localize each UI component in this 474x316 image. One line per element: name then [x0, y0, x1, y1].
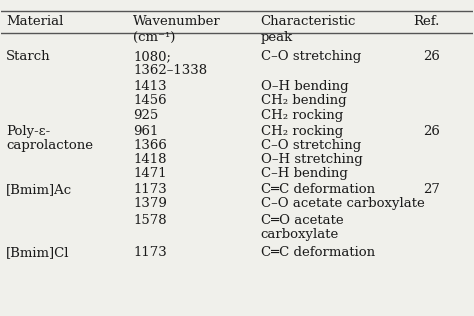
Text: O–H bending: O–H bending [261, 80, 348, 93]
Text: Poly-ε-: Poly-ε- [6, 125, 50, 138]
Text: 27: 27 [423, 183, 439, 196]
Text: C–O stretching: C–O stretching [261, 50, 361, 63]
Text: [Bmim]Cl: [Bmim]Cl [6, 246, 70, 259]
Text: Ref.: Ref. [413, 15, 439, 28]
Text: Starch: Starch [6, 50, 51, 63]
Text: 26: 26 [423, 125, 439, 138]
Text: 1471: 1471 [133, 167, 167, 180]
Text: 1418: 1418 [133, 153, 167, 166]
Text: O–H stretching: O–H stretching [261, 153, 362, 166]
Text: C–O acetate carboxylate: C–O acetate carboxylate [261, 198, 424, 210]
Text: C═C deformation: C═C deformation [261, 183, 374, 196]
Text: 925: 925 [133, 108, 159, 122]
Text: 1366: 1366 [133, 139, 167, 152]
Text: carboxylate: carboxylate [261, 228, 339, 241]
Text: 1080;: 1080; [133, 50, 171, 63]
Text: 1456: 1456 [133, 94, 167, 107]
Text: 1173: 1173 [133, 183, 167, 196]
Text: 1173: 1173 [133, 246, 167, 259]
Text: C═C deformation: C═C deformation [261, 246, 374, 259]
Text: 1362–1338: 1362–1338 [133, 64, 208, 77]
Text: 1578: 1578 [133, 214, 167, 228]
Text: 26: 26 [423, 50, 439, 63]
Text: 1413: 1413 [133, 80, 167, 93]
Text: C–O stretching: C–O stretching [261, 139, 361, 152]
Text: Characteristic
peak: Characteristic peak [261, 15, 356, 45]
Text: CH₂ rocking: CH₂ rocking [261, 125, 343, 138]
Text: 961: 961 [133, 125, 159, 138]
Text: Wavenumber
(cm⁻¹): Wavenumber (cm⁻¹) [133, 15, 221, 45]
Text: caprolactone: caprolactone [6, 139, 93, 152]
Text: Material: Material [6, 15, 64, 28]
Text: 1379: 1379 [133, 198, 167, 210]
Text: [Bmim]Ac: [Bmim]Ac [6, 183, 72, 196]
Text: CH₂ bending: CH₂ bending [261, 94, 346, 107]
Text: C–H bending: C–H bending [261, 167, 347, 180]
Text: CH₂ rocking: CH₂ rocking [261, 108, 343, 122]
Text: C═O acetate: C═O acetate [261, 214, 343, 228]
